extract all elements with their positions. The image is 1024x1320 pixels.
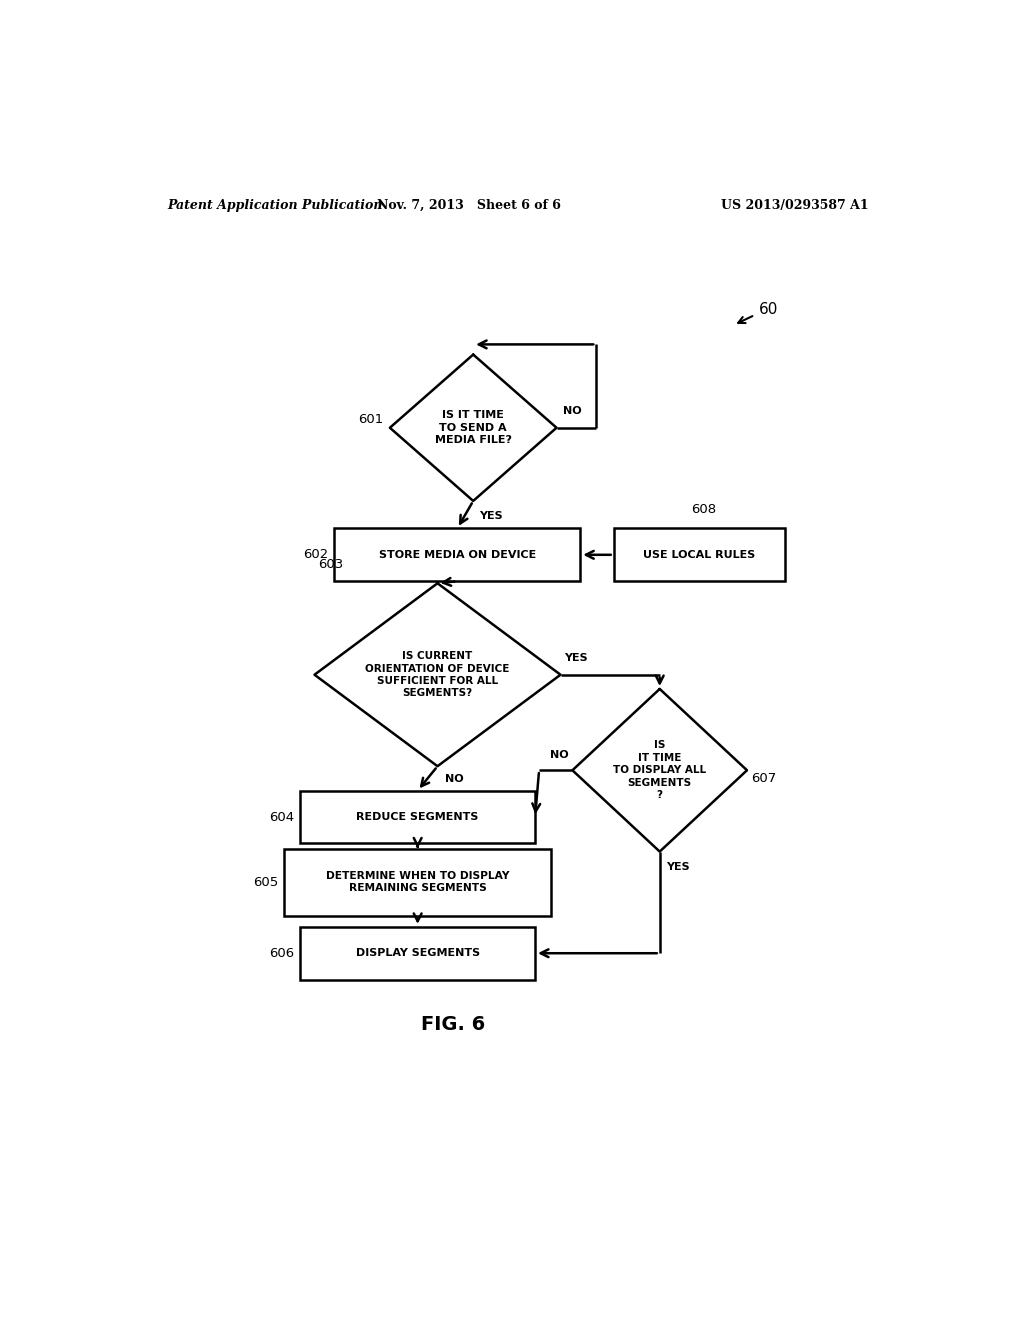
Text: YES: YES — [564, 652, 588, 663]
Text: IS
IT TIME
TO DISPLAY ALL
SEGMENTS
?: IS IT TIME TO DISPLAY ALL SEGMENTS ? — [613, 741, 707, 800]
Bar — [285, 849, 551, 916]
Text: US 2013/0293587 A1: US 2013/0293587 A1 — [721, 198, 868, 211]
Text: DETERMINE WHEN TO DISPLAY
REMAINING SEGMENTS: DETERMINE WHEN TO DISPLAY REMAINING SEGM… — [326, 871, 509, 894]
Bar — [300, 791, 536, 843]
Text: 607: 607 — [751, 772, 776, 785]
Text: FIG. 6: FIG. 6 — [421, 1015, 485, 1034]
Bar — [300, 927, 536, 979]
Bar — [613, 528, 785, 581]
Text: NO: NO — [550, 750, 568, 760]
Text: NO: NO — [445, 775, 464, 784]
Text: Patent Application Publication: Patent Application Publication — [168, 198, 383, 211]
Text: STORE MEDIA ON DEVICE: STORE MEDIA ON DEVICE — [379, 550, 536, 560]
Text: 604: 604 — [268, 810, 294, 824]
Text: NO: NO — [563, 405, 582, 416]
Bar — [334, 528, 581, 581]
Text: USE LOCAL RULES: USE LOCAL RULES — [643, 550, 756, 560]
Text: IS CURRENT
ORIENTATION OF DEVICE
SUFFICIENT FOR ALL
SEGMENTS?: IS CURRENT ORIENTATION OF DEVICE SUFFICI… — [366, 651, 510, 698]
Text: DISPLAY SEGMENTS: DISPLAY SEGMENTS — [355, 948, 479, 958]
Text: 60: 60 — [759, 302, 778, 317]
Text: 608: 608 — [691, 503, 717, 516]
Text: REDUCE SEGMENTS: REDUCE SEGMENTS — [356, 812, 479, 822]
Text: Nov. 7, 2013   Sheet 6 of 6: Nov. 7, 2013 Sheet 6 of 6 — [377, 198, 561, 211]
Text: IS IT TIME
TO SEND A
MEDIA FILE?: IS IT TIME TO SEND A MEDIA FILE? — [435, 411, 512, 445]
Text: YES: YES — [479, 511, 503, 521]
Text: 601: 601 — [358, 413, 384, 426]
Text: 606: 606 — [268, 946, 294, 960]
Text: YES: YES — [666, 862, 690, 871]
Text: 602: 602 — [303, 548, 328, 561]
Text: 603: 603 — [318, 558, 344, 572]
Text: 605: 605 — [253, 875, 278, 888]
